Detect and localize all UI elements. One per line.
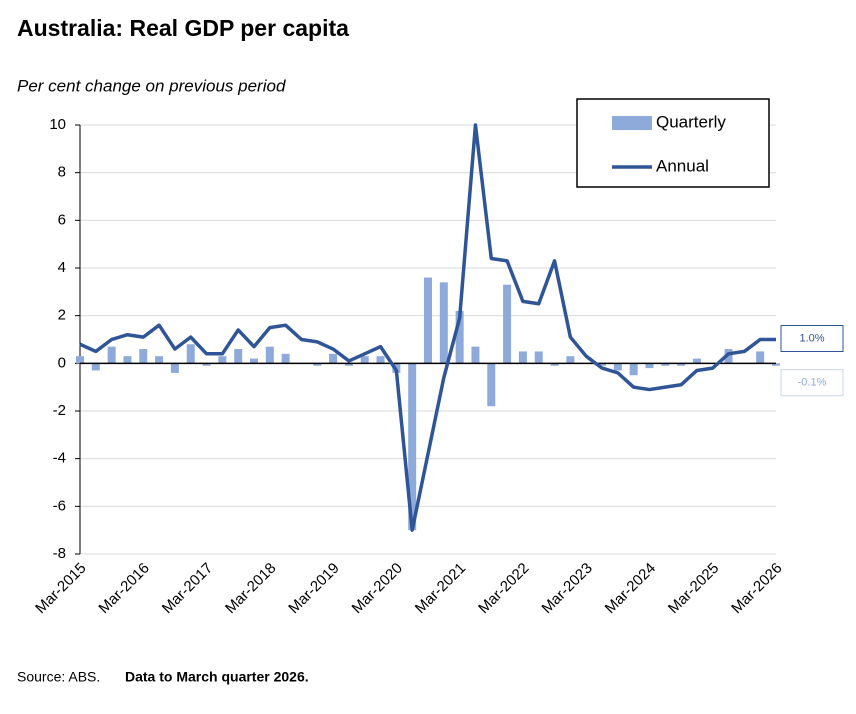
end-label-box bbox=[780, 369, 844, 397]
end-label-box bbox=[780, 325, 844, 352]
bar bbox=[756, 351, 765, 364]
bar bbox=[629, 363, 638, 376]
bar bbox=[566, 356, 575, 364]
bar bbox=[471, 346, 480, 364]
y-tick-label: 10 bbox=[49, 116, 66, 133]
end-label: 1.0% bbox=[799, 332, 824, 344]
legend-box bbox=[576, 98, 770, 188]
bar bbox=[503, 284, 512, 364]
legend-label: Quarterly bbox=[656, 112, 726, 131]
legend-swatch bbox=[612, 116, 652, 130]
bar bbox=[518, 351, 527, 364]
bar bbox=[344, 363, 353, 366]
bar bbox=[329, 353, 338, 364]
bar bbox=[534, 351, 543, 364]
bar bbox=[107, 346, 116, 364]
y-tick-label: -2 bbox=[53, 402, 66, 419]
bar bbox=[313, 363, 322, 366]
y-tick-label: 6 bbox=[58, 211, 66, 228]
bar bbox=[91, 363, 100, 371]
y-tick-label: 0 bbox=[58, 354, 66, 371]
line bbox=[79, 123, 776, 532]
bar bbox=[186, 344, 195, 364]
y-tick-label: 4 bbox=[58, 259, 66, 276]
bar bbox=[234, 349, 243, 364]
source: Source: ABS. bbox=[17, 669, 100, 685]
legend-label: Annual bbox=[656, 156, 709, 175]
bar bbox=[281, 353, 290, 364]
bar bbox=[170, 363, 179, 373]
bar bbox=[202, 363, 211, 366]
y-tick-label: -8 bbox=[53, 545, 66, 562]
y-tick-label: -6 bbox=[53, 497, 66, 514]
bar bbox=[439, 282, 448, 364]
bar bbox=[139, 349, 148, 364]
bar bbox=[724, 349, 733, 364]
bar bbox=[408, 363, 417, 531]
note: Data to March quarter 2026. bbox=[125, 669, 309, 685]
bar bbox=[250, 358, 258, 364]
chart-title: Australia: Real GDP per capita bbox=[17, 15, 349, 41]
bar bbox=[76, 356, 84, 364]
y-tick-label: -4 bbox=[53, 450, 66, 467]
y-tick-label: 8 bbox=[58, 164, 66, 181]
bar bbox=[123, 356, 132, 364]
bar bbox=[550, 363, 559, 366]
bar bbox=[598, 363, 606, 366]
bar bbox=[613, 363, 622, 371]
bar bbox=[487, 363, 496, 407]
bar bbox=[155, 356, 164, 364]
bar bbox=[692, 358, 701, 364]
bar bbox=[772, 363, 780, 366]
bar bbox=[677, 363, 686, 366]
chart-subtitle: Per cent change on previous period bbox=[17, 76, 286, 95]
bar bbox=[265, 346, 274, 364]
y-tick-label: 2 bbox=[58, 307, 66, 324]
bar bbox=[661, 363, 670, 366]
bar bbox=[218, 356, 227, 364]
bar bbox=[455, 310, 464, 364]
end-label: -0.1% bbox=[798, 377, 827, 389]
bar bbox=[645, 363, 654, 369]
bar bbox=[360, 356, 369, 364]
bar bbox=[376, 356, 385, 364]
bar bbox=[424, 277, 432, 364]
